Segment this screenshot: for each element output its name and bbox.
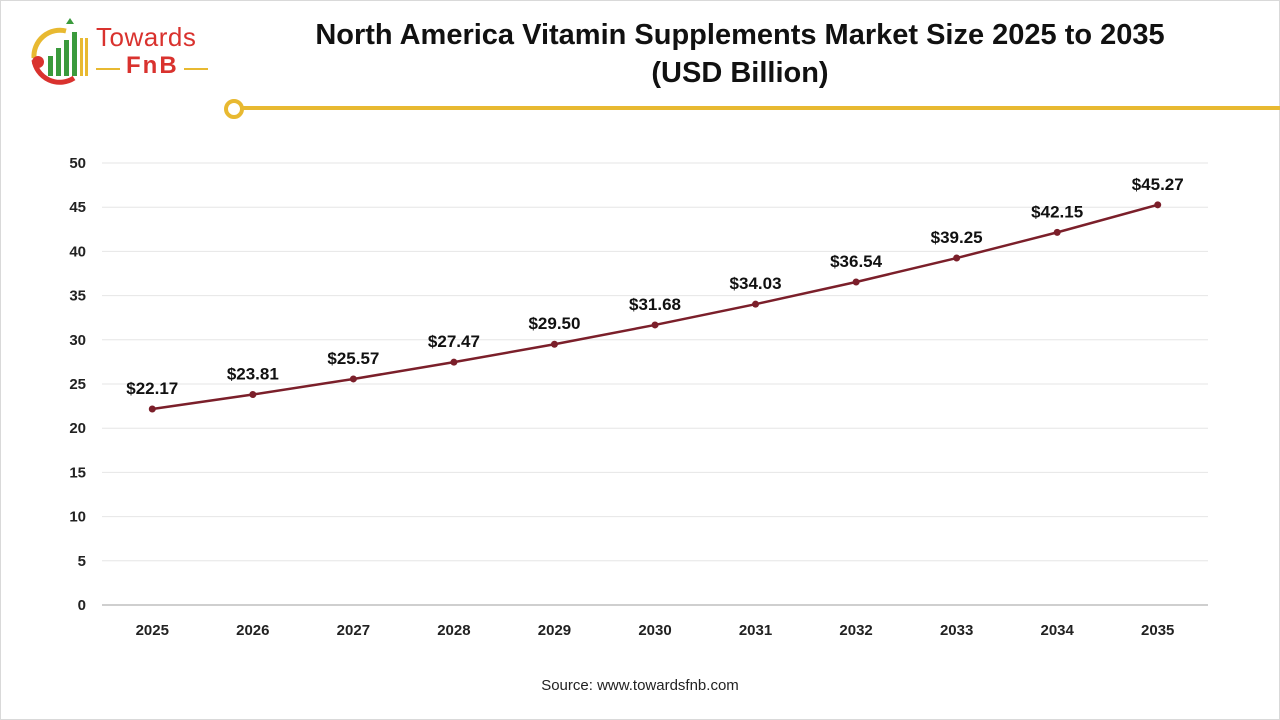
data-point (953, 254, 961, 262)
x-tick-label: 2029 (538, 622, 571, 639)
data-point (450, 358, 458, 366)
data-label: $27.47 (428, 332, 480, 351)
data-point (148, 405, 156, 413)
y-tick-label: 40 (69, 243, 86, 260)
logo-text-primary: Towards (96, 22, 197, 52)
brand-logo: Towards FnB (26, 18, 216, 90)
data-point (651, 321, 659, 329)
data-label: $31.68 (629, 295, 681, 314)
data-label: $23.81 (227, 365, 279, 384)
x-tick-label: 2030 (638, 622, 671, 639)
x-tick-label: 2034 (1040, 622, 1074, 639)
data-point (249, 391, 257, 399)
data-label: $45.27 (1132, 175, 1184, 194)
header-rule (242, 106, 1280, 110)
data-point (1053, 228, 1061, 236)
logo-dash-right (184, 68, 208, 70)
data-label: $29.50 (528, 314, 580, 333)
logo-icon (31, 18, 88, 85)
chart-title-line2: (USD Billion) (651, 57, 829, 89)
x-tick-label: 2026 (236, 622, 269, 639)
x-tick-label: 2027 (337, 622, 370, 639)
data-label: $39.25 (931, 228, 983, 247)
data-point (349, 375, 357, 383)
y-tick-label: 5 (78, 553, 86, 570)
data-point (752, 300, 760, 308)
data-label: $42.15 (1031, 202, 1083, 221)
y-tick-label: 15 (69, 464, 86, 481)
y-tick-label: 45 (69, 199, 86, 216)
y-tick-label: 35 (69, 288, 86, 305)
y-tick-label: 10 (69, 509, 86, 526)
x-tick-label: 2028 (437, 622, 470, 639)
x-tick-label: 2033 (940, 622, 973, 639)
y-tick-label: 25 (69, 376, 86, 393)
data-point (852, 278, 860, 286)
data-point (550, 340, 558, 348)
y-tick-label: 0 (78, 597, 86, 614)
y-tick-label: 50 (69, 155, 86, 172)
logo-dash-left (96, 68, 120, 70)
source-note: Source: www.towardsfnb.com (541, 677, 739, 694)
x-tick-label: 2025 (136, 622, 169, 639)
x-tick-label: 2031 (739, 622, 772, 639)
data-label: $25.57 (327, 349, 379, 368)
chart-title: North America Vitamin Supplements Market… (230, 16, 1250, 92)
data-label: $34.03 (730, 274, 782, 293)
logo-text-secondary: FnB (126, 52, 179, 79)
x-tick-label: 2035 (1141, 622, 1174, 639)
data-label: $36.54 (830, 252, 883, 271)
y-tick-label: 30 (69, 332, 86, 349)
data-point (1154, 201, 1162, 209)
y-tick-label: 20 (69, 420, 86, 437)
chart-title-line1: North America Vitamin Supplements Market… (315, 19, 1165, 51)
x-tick-label: 2032 (839, 622, 872, 639)
data-label: $22.17 (126, 379, 178, 398)
